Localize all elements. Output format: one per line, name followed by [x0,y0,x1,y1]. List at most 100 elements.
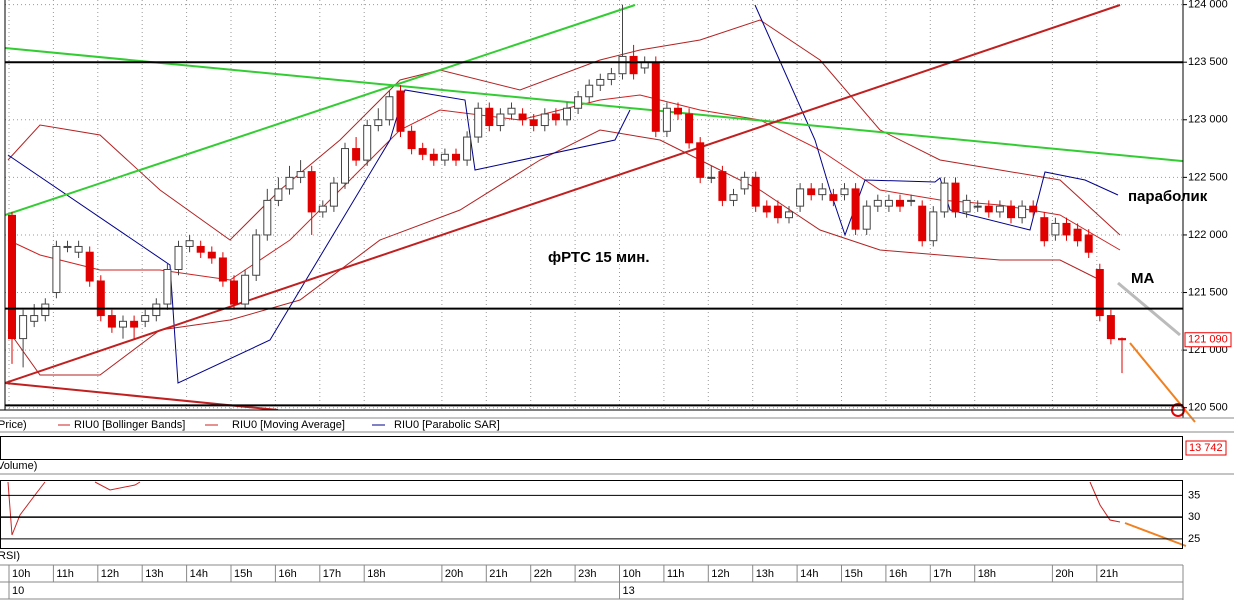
candle-body [496,113,505,127]
rsi-tick-label: 30 [1188,511,1200,523]
parabolic-sar [754,4,1119,237]
candle-body [907,199,916,202]
candle-body [440,153,449,161]
candle-body [307,171,316,213]
candle-body [773,205,782,219]
candle-body [207,251,216,259]
legend-label: RIU0 [Bollinger Bands] [74,419,185,431]
candle-body [1029,205,1038,213]
day-label: 10 [12,585,24,597]
candle-body [1051,222,1060,236]
candle-body [1106,315,1115,340]
candle-body [341,148,349,184]
x-tick-label: 23h [578,568,596,580]
candle-body [329,182,338,207]
y-tick-label: 124 000 [1188,0,1228,11]
candle-body [995,205,1004,213]
candle-body [940,182,949,213]
candle-body [1095,268,1104,317]
candle-body [41,303,50,317]
candle-body [363,125,372,161]
legend-label: RIU0 [Parabolic SAR] [394,419,500,431]
candle-body [452,153,460,161]
candle-body [1062,222,1071,236]
candle-body [574,96,583,109]
candle-body [418,148,427,155]
candle-body [762,205,771,213]
candle-body [662,107,671,132]
legend-label: Price) [0,419,27,431]
candle-body [141,315,150,322]
candle-body [85,251,94,282]
x-tick-label: 22h [534,568,552,580]
candle-body [951,182,960,213]
x-tick-label: 16h [278,568,296,580]
y-tick-label: 120 500 [1188,402,1228,414]
x-tick-label: 20h [1055,568,1073,580]
candle-body [751,176,760,207]
candle-body [718,171,727,201]
candle-body [1118,338,1126,341]
panel-label: Volume) [0,460,37,472]
chart-title: фРТС 15 мин. [548,249,650,266]
candle-body [463,136,472,161]
candle-body [318,205,327,213]
candle-body [1040,217,1049,242]
candle-body [829,194,838,201]
x-tick-label: 13h [145,568,163,580]
y-tick-label: 122 500 [1188,171,1228,183]
candle-body [596,78,605,86]
rsi-line [94,481,141,491]
candle-body [740,176,749,190]
arrow [1124,522,1187,547]
annotation: параболик [1128,188,1208,205]
candle-body [884,199,893,207]
x-tick-label: 21h [1100,568,1118,580]
y-tick-label: 123 500 [1188,56,1228,68]
day-label: 13 [623,585,635,597]
trend-line [5,4,1121,384]
candle-body [674,107,682,115]
x-tick-label: 18h [978,568,996,580]
x-tick-label: 17h [323,568,341,580]
candle-body [429,153,438,161]
x-tick-label: 20h [445,568,463,580]
candle-body [873,199,882,207]
x-tick-label: 15h [845,568,863,580]
candle-body [540,113,549,127]
candle-body [607,73,616,80]
candle-body [485,107,494,127]
candle-body [651,61,660,132]
candle-body [374,119,383,127]
candle-body [74,245,83,253]
candle-body [96,280,105,317]
x-tick-label: 11h [56,568,74,580]
candle-body [984,205,993,213]
candle-body [252,234,261,276]
rsi-tick-label: 35 [1188,489,1200,501]
candle-body [263,199,272,236]
candle-body [30,315,39,322]
trend-line [5,4,636,216]
candle-body [563,107,571,121]
candle-body [629,55,638,75]
candle-body [230,280,238,305]
candle-body [196,245,205,253]
x-tick-label: 11h [667,568,685,580]
candles [8,4,1126,374]
candle-body [474,107,483,138]
legend-label: RIU0 [Moving Average] [232,419,345,431]
candle-body [296,171,305,178]
candle-body [352,148,361,161]
candle-body [729,194,738,201]
candle-body [696,142,705,178]
candle-body [862,205,871,230]
candle-body [1073,228,1082,242]
candle-body [63,245,72,248]
x-tick-label: 13h [756,568,774,580]
candle-body [707,176,716,179]
x-tick-label: 21h [489,568,507,580]
